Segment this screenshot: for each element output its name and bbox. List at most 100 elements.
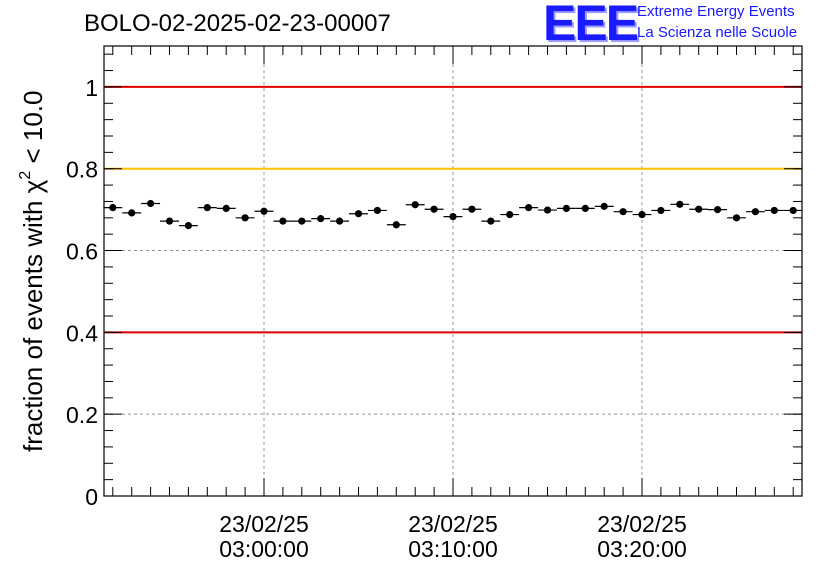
point-marker xyxy=(487,217,495,225)
x-tick-labels: 23/02/2503:00:0023/02/2503:10:0023/02/25… xyxy=(219,511,687,562)
point-marker xyxy=(147,199,155,208)
point-marker xyxy=(562,204,571,213)
point-marker xyxy=(241,214,249,222)
y-tick-label: 0.2 xyxy=(66,402,98,428)
point-marker xyxy=(695,205,703,213)
logo-line-2: La Scienza nelle Scuole xyxy=(637,24,798,41)
point-marker xyxy=(468,205,476,213)
point-marker xyxy=(184,221,192,230)
data-point xyxy=(670,200,690,208)
chart-title: BOLO-02-2025-02-23-00007 xyxy=(84,10,391,37)
point-marker xyxy=(600,202,608,210)
data-point xyxy=(745,208,765,216)
point-marker xyxy=(657,206,665,215)
reference-lines xyxy=(104,85,802,334)
data-point xyxy=(122,209,142,217)
data-point xyxy=(783,206,803,215)
point-marker xyxy=(260,207,268,215)
data-point xyxy=(103,203,123,212)
data-point xyxy=(443,212,463,221)
logo-mark: EEE xyxy=(543,0,639,51)
data-point xyxy=(141,199,161,208)
x-tick-label-date: 23/02/25 xyxy=(219,511,309,537)
point-marker xyxy=(638,210,646,219)
point-marker xyxy=(336,217,344,225)
point-marker xyxy=(525,203,533,212)
point-marker xyxy=(392,221,400,229)
y-tick-label: 0.6 xyxy=(66,239,98,265)
x-tick-label-time: 03:00:00 xyxy=(219,536,309,562)
x-tick-label-date: 23/02/25 xyxy=(408,511,498,537)
data-point xyxy=(160,217,179,225)
x-tick-label-time: 03:20:00 xyxy=(597,536,687,562)
point-marker xyxy=(789,206,797,215)
data-point xyxy=(254,207,274,215)
data-point xyxy=(386,221,406,229)
x-tick-label-date: 23/02/25 xyxy=(597,511,687,537)
point-marker xyxy=(317,215,325,223)
point-marker xyxy=(449,212,457,221)
point-marker xyxy=(770,206,778,215)
data-point xyxy=(235,214,255,222)
point-marker xyxy=(279,217,287,225)
y-tick-label: 0 xyxy=(85,484,98,510)
data-point xyxy=(594,202,614,210)
point-marker xyxy=(298,217,306,225)
point-marker xyxy=(128,209,136,217)
eee-logo: EEE Extreme Energy Events La Scienza nel… xyxy=(543,0,833,51)
data-point xyxy=(273,217,293,225)
point-marker xyxy=(581,204,589,213)
data-point xyxy=(462,205,482,213)
data-point xyxy=(216,204,236,213)
point-marker xyxy=(411,201,419,209)
y-tick-labels: 0 0.2 0.4 0.6 0.8 1 xyxy=(66,75,98,510)
y-axis-label-suffix: < 10.0 xyxy=(18,91,48,171)
data-point xyxy=(689,205,709,213)
x-tick-label-time: 03:10:00 xyxy=(408,536,498,562)
point-marker xyxy=(222,204,230,213)
data-point xyxy=(292,217,312,225)
data-point xyxy=(178,221,198,230)
grid-lines xyxy=(104,46,802,496)
point-marker xyxy=(373,206,381,215)
data-point xyxy=(311,215,331,223)
data-point xyxy=(405,201,425,209)
data-point xyxy=(330,217,350,225)
y-tick-label: 1 xyxy=(85,75,98,101)
data-point xyxy=(367,206,387,215)
data-point xyxy=(632,210,652,219)
point-marker xyxy=(165,217,174,225)
point-marker xyxy=(619,208,627,216)
data-point xyxy=(556,204,576,213)
data-point xyxy=(424,205,444,213)
point-marker xyxy=(676,200,684,208)
data-point xyxy=(764,206,784,215)
data-point xyxy=(481,217,501,225)
point-marker xyxy=(751,208,760,216)
data-point xyxy=(538,206,557,214)
y-axis-label-symbol: χ xyxy=(18,179,48,193)
axis-ticks xyxy=(104,46,802,497)
data-point xyxy=(651,206,671,215)
y-tick-label: 0.8 xyxy=(66,157,98,183)
y-axis-label-exp: 2 xyxy=(17,171,34,180)
data-point xyxy=(575,204,595,213)
data-point xyxy=(708,206,728,214)
point-marker xyxy=(506,210,514,219)
y-axis-label-prefix: fraction of events with xyxy=(18,193,48,452)
data-point xyxy=(613,208,633,216)
point-marker xyxy=(543,206,552,214)
data-points xyxy=(103,199,803,230)
point-marker xyxy=(430,205,438,213)
y-axis-label: fraction of events with χ2 < 10.0 xyxy=(17,91,48,452)
y-tick-label: 0.4 xyxy=(66,320,98,346)
data-point xyxy=(519,203,539,212)
data-point xyxy=(197,203,217,212)
point-marker xyxy=(203,203,211,212)
data-point xyxy=(727,214,746,222)
logo-line-1: Extreme Energy Events xyxy=(637,3,795,20)
point-marker xyxy=(732,214,741,222)
point-marker xyxy=(354,210,363,218)
point-marker xyxy=(109,203,117,212)
